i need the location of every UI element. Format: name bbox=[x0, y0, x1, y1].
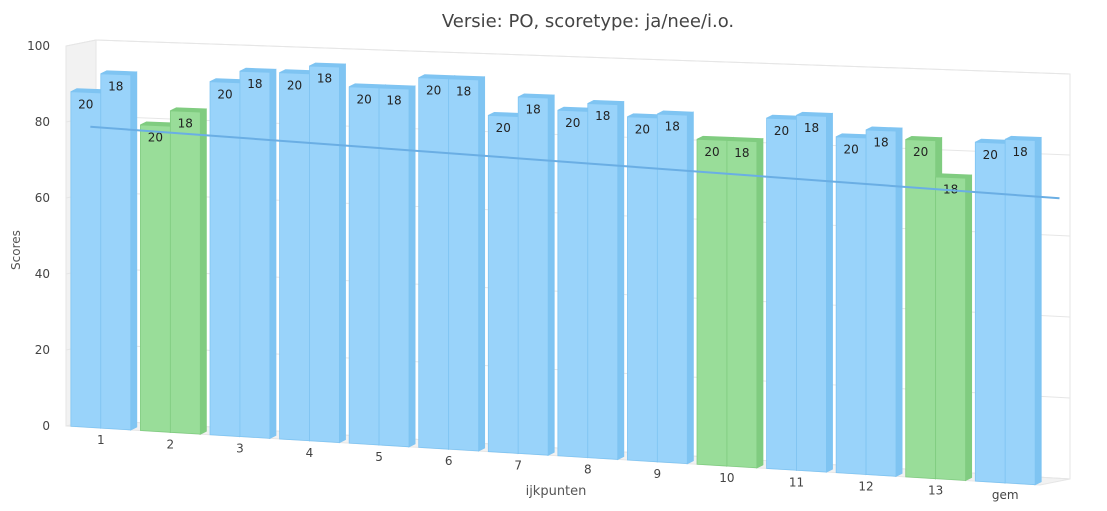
data-label: 20 bbox=[635, 122, 650, 136]
data-label: 18 bbox=[1013, 145, 1028, 159]
y-axis-title: Scores bbox=[9, 230, 23, 270]
data-label: 20 bbox=[983, 148, 998, 162]
bar bbox=[905, 139, 937, 480]
average-line bbox=[90, 125, 1060, 200]
bar bbox=[587, 103, 619, 460]
y-tick-labels: 0 20 40 60 80 100 bbox=[27, 39, 50, 433]
bar-side bbox=[269, 68, 277, 440]
bar-side bbox=[547, 94, 555, 457]
data-label: 18 bbox=[804, 121, 819, 135]
bar-side bbox=[1034, 136, 1042, 486]
bar bbox=[140, 124, 171, 433]
x-axis-title: ijkpunten bbox=[526, 484, 587, 499]
data-label: 20 bbox=[913, 145, 928, 159]
x-tick-label: 13 bbox=[928, 484, 943, 498]
bar bbox=[726, 140, 758, 469]
data-label: 20 bbox=[496, 121, 511, 135]
y-tick-label: 100 bbox=[27, 39, 50, 53]
data-label: 18 bbox=[526, 103, 541, 117]
reference-line bbox=[90, 125, 1060, 200]
bar bbox=[169, 110, 201, 435]
data-label: 20 bbox=[78, 97, 93, 111]
x-tick-label: gem bbox=[992, 488, 1019, 502]
bar-side bbox=[130, 71, 138, 431]
data-label: 18 bbox=[178, 116, 193, 130]
x-tick-labels: 1 2 3 4 5 6 7 8 9 10 11 12 13 gem bbox=[97, 433, 1019, 502]
bar bbox=[517, 96, 549, 456]
bar-side bbox=[338, 63, 346, 444]
y-tick-label: 60 bbox=[35, 191, 50, 205]
bar-side bbox=[895, 127, 903, 478]
y-tick-label: 20 bbox=[35, 343, 50, 357]
x-tick-label: 2 bbox=[167, 437, 175, 451]
data-label: 20 bbox=[148, 131, 163, 145]
bar bbox=[487, 115, 519, 454]
x-tick-label: 4 bbox=[306, 446, 314, 460]
bar bbox=[239, 70, 271, 439]
bar bbox=[418, 77, 450, 450]
bar bbox=[348, 86, 380, 446]
y-tick-label: 80 bbox=[35, 115, 50, 129]
bar bbox=[696, 138, 728, 467]
grid-line-side bbox=[65, 39, 97, 47]
data-label: 18 bbox=[873, 136, 888, 150]
x-tick-label: 11 bbox=[789, 475, 804, 489]
data-label: 20 bbox=[843, 142, 858, 156]
data-label: 20 bbox=[287, 78, 302, 92]
data-label: 18 bbox=[734, 146, 749, 160]
bar-side bbox=[825, 112, 833, 473]
bar-side bbox=[686, 111, 694, 465]
bar-side bbox=[478, 76, 486, 452]
y-tick-label: 0 bbox=[42, 419, 50, 433]
bar bbox=[448, 78, 479, 452]
data-label: 18 bbox=[317, 72, 332, 86]
x-tick-label: 10 bbox=[719, 471, 734, 485]
data-label: 20 bbox=[217, 87, 232, 101]
chart-title: Versie: PO, scoretype: ja/nee/i.o. bbox=[442, 11, 734, 32]
y-tick-label: 40 bbox=[35, 267, 50, 281]
bar bbox=[865, 129, 897, 477]
data-label: 18 bbox=[456, 84, 471, 98]
x-tick-label: 9 bbox=[654, 467, 662, 481]
x-tick-label: 12 bbox=[858, 479, 873, 493]
bar bbox=[935, 176, 966, 481]
bar-side bbox=[756, 137, 764, 469]
bar bbox=[100, 73, 132, 431]
data-label: 18 bbox=[386, 94, 401, 108]
bar-side bbox=[965, 174, 973, 482]
bar bbox=[309, 65, 340, 443]
data-label: 18 bbox=[247, 77, 262, 91]
data-label: 20 bbox=[356, 92, 371, 106]
data-label: 18 bbox=[595, 109, 610, 123]
bar bbox=[656, 113, 688, 465]
x-tick-label: 3 bbox=[236, 442, 244, 456]
bar bbox=[279, 72, 310, 442]
data-label: 20 bbox=[774, 124, 789, 138]
bar bbox=[796, 114, 827, 473]
data-label: 18 bbox=[108, 79, 123, 93]
bar-side bbox=[408, 85, 416, 448]
data-label: 20 bbox=[565, 116, 580, 130]
bar bbox=[835, 136, 867, 475]
x-tick-label: 5 bbox=[375, 450, 383, 464]
data-label: 20 bbox=[704, 145, 719, 159]
data-label: 20 bbox=[426, 83, 441, 97]
bar bbox=[1004, 138, 1036, 486]
x-tick-label: 8 bbox=[584, 463, 592, 477]
bar bbox=[378, 87, 410, 448]
bar bbox=[766, 117, 797, 471]
grid-line bbox=[95, 39, 1071, 75]
bar bbox=[70, 91, 102, 429]
x-tick-label: 6 bbox=[445, 454, 453, 468]
x-tick-label: 7 bbox=[514, 458, 522, 472]
bar-side bbox=[199, 108, 207, 435]
bar-side bbox=[617, 100, 625, 461]
x-tick-label: 1 bbox=[97, 433, 105, 447]
data-label: 18 bbox=[665, 120, 680, 134]
